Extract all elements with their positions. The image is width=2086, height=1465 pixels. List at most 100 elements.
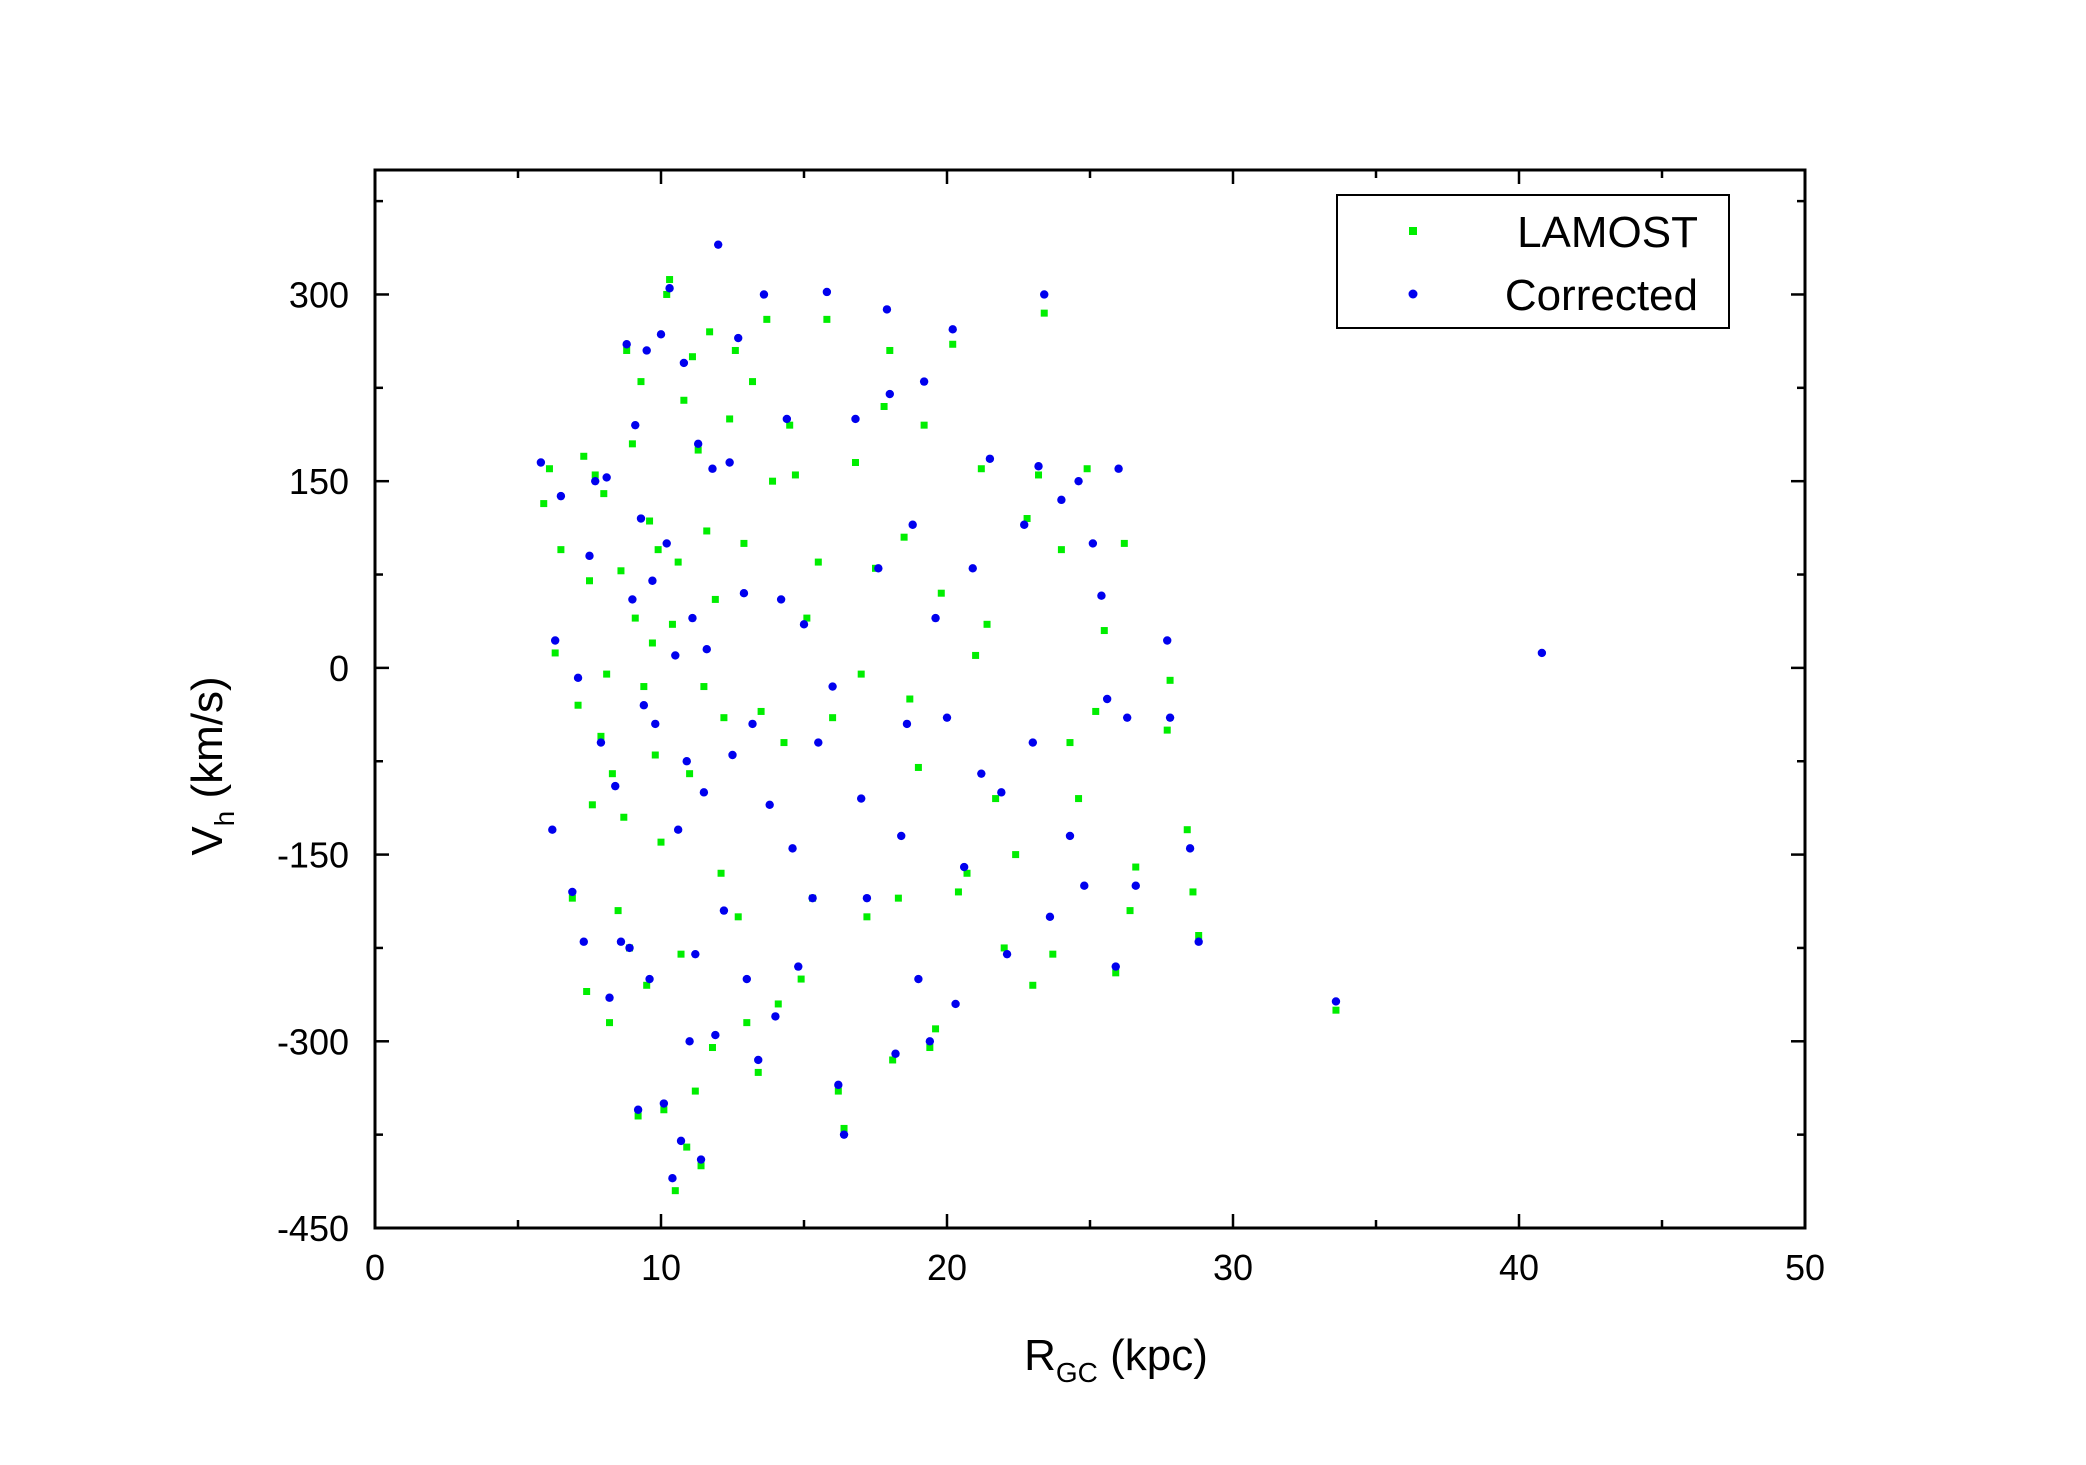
data-point-corrected [1331, 997, 1341, 1006]
data-point-lamost [889, 1056, 897, 1064]
data-point-lamost [1012, 851, 1020, 859]
data-point-corrected [919, 377, 929, 386]
data-point-corrected [794, 962, 803, 971]
y-tick-label: 300 [289, 274, 349, 315]
data-point-corrected [616, 937, 626, 946]
data-point-lamost [668, 620, 676, 628]
data-point-corrected [673, 825, 683, 834]
data-point-corrected [708, 464, 717, 473]
data-points [536, 240, 1547, 1195]
data-point-lamost [954, 888, 962, 896]
data-point-lamost [1075, 795, 1083, 803]
data-point-corrected [688, 613, 697, 623]
data-point-corrected [814, 738, 823, 747]
x-tick-label: 20 [927, 1247, 967, 1288]
data-point-lamost [932, 1025, 940, 1033]
data-point-lamost [963, 869, 971, 877]
data-point-lamost [720, 714, 728, 722]
legend-box [1336, 194, 1730, 329]
axis-tick-labels: 0 10 20 30 40 50 -450 -300 -150 0 150 300 [277, 274, 1825, 1288]
data-point-lamost [1332, 1006, 1340, 1014]
data-point-corrected [550, 636, 560, 645]
data-point-lamost [674, 558, 682, 566]
data-point-corrected [648, 576, 657, 585]
data-point-corrected [822, 287, 832, 297]
data-point-corrected [851, 414, 860, 424]
data-point-lamost [1126, 907, 1134, 915]
data-point-lamost [791, 471, 799, 479]
data-point-lamost [829, 714, 837, 722]
data-point-corrected [696, 1155, 706, 1164]
data-point-lamost [914, 763, 922, 771]
data-point-lamost [631, 614, 639, 622]
data-point-lamost [646, 517, 654, 525]
data-point-corrected [671, 651, 680, 660]
data-point-corrected [728, 750, 737, 760]
data-point-corrected [1122, 713, 1132, 722]
data-point-corrected [788, 844, 797, 853]
data-point-lamost [540, 500, 548, 508]
data-point-lamost [708, 1044, 716, 1052]
data-point-corrected [1057, 495, 1066, 505]
data-point-corrected [759, 290, 769, 299]
x-tick-label: 30 [1213, 1247, 1253, 1288]
data-point-corrected [1185, 844, 1195, 853]
data-point-lamost [706, 328, 714, 336]
data-point-corrected [1065, 831, 1075, 841]
legend-marker-corrected [1408, 289, 1418, 299]
data-point-lamost [797, 975, 805, 983]
data-point-corrected [739, 589, 749, 598]
x-tick-label: 50 [1785, 1247, 1825, 1288]
data-point-corrected [719, 906, 729, 915]
legend-label-lamost: LAMOST [1517, 208, 1698, 257]
data-point-lamost [774, 1000, 782, 1008]
data-point-corrected [897, 831, 906, 841]
data-point-lamost [823, 315, 831, 323]
chart-legend: LAMOST Corrected [1336, 194, 1730, 329]
data-point-corrected [754, 1055, 763, 1065]
data-point-corrected [682, 757, 691, 766]
data-point-corrected [1088, 539, 1098, 548]
data-point-corrected [1163, 636, 1172, 645]
data-point-lamost [857, 670, 865, 678]
data-point-lamost [640, 683, 648, 691]
data-point-corrected [536, 458, 546, 467]
data-point-corrected [611, 781, 620, 791]
data-point-lamost [743, 1019, 751, 1027]
data-point-lamost [1040, 309, 1048, 317]
data-point-lamost [937, 589, 945, 597]
data-point-corrected [902, 719, 912, 729]
data-point-corrected [925, 1037, 935, 1046]
data-point-lamost [749, 378, 757, 386]
data-point-corrected [711, 1030, 720, 1040]
data-point-corrected [659, 1099, 669, 1108]
data-point-corrected [1074, 476, 1083, 486]
data-point-corrected [885, 389, 894, 399]
data-point-corrected [951, 999, 960, 1009]
data-point-lamost [628, 440, 636, 448]
data-point-lamost [906, 695, 914, 703]
data-point-corrected [908, 520, 917, 529]
data-point-corrected [776, 595, 786, 604]
data-point-corrected [651, 719, 660, 729]
data-point-lamost [591, 471, 599, 479]
y-tick-label: -450 [277, 1208, 349, 1249]
data-point-corrected [748, 719, 757, 729]
data-point-lamost [1023, 515, 1031, 523]
data-point-corrected [1034, 462, 1043, 471]
data-point-lamost [677, 950, 685, 958]
x-tick-label: 40 [1499, 1247, 1539, 1288]
data-point-lamost [1132, 863, 1140, 871]
data-point-lamost [597, 732, 605, 740]
data-point-lamost [1189, 888, 1197, 896]
axis-ticks [373, 170, 1807, 1230]
data-point-corrected [579, 937, 588, 946]
x-axis-label: RGC (kpc) [1024, 1331, 1208, 1388]
data-point-lamost [726, 415, 734, 423]
data-point-lamost [623, 346, 631, 354]
data-point-lamost [886, 346, 894, 354]
data-point-corrected [605, 993, 614, 1002]
data-point-corrected [622, 340, 631, 349]
data-point-corrected [742, 974, 751, 984]
data-point-corrected [1194, 937, 1203, 946]
